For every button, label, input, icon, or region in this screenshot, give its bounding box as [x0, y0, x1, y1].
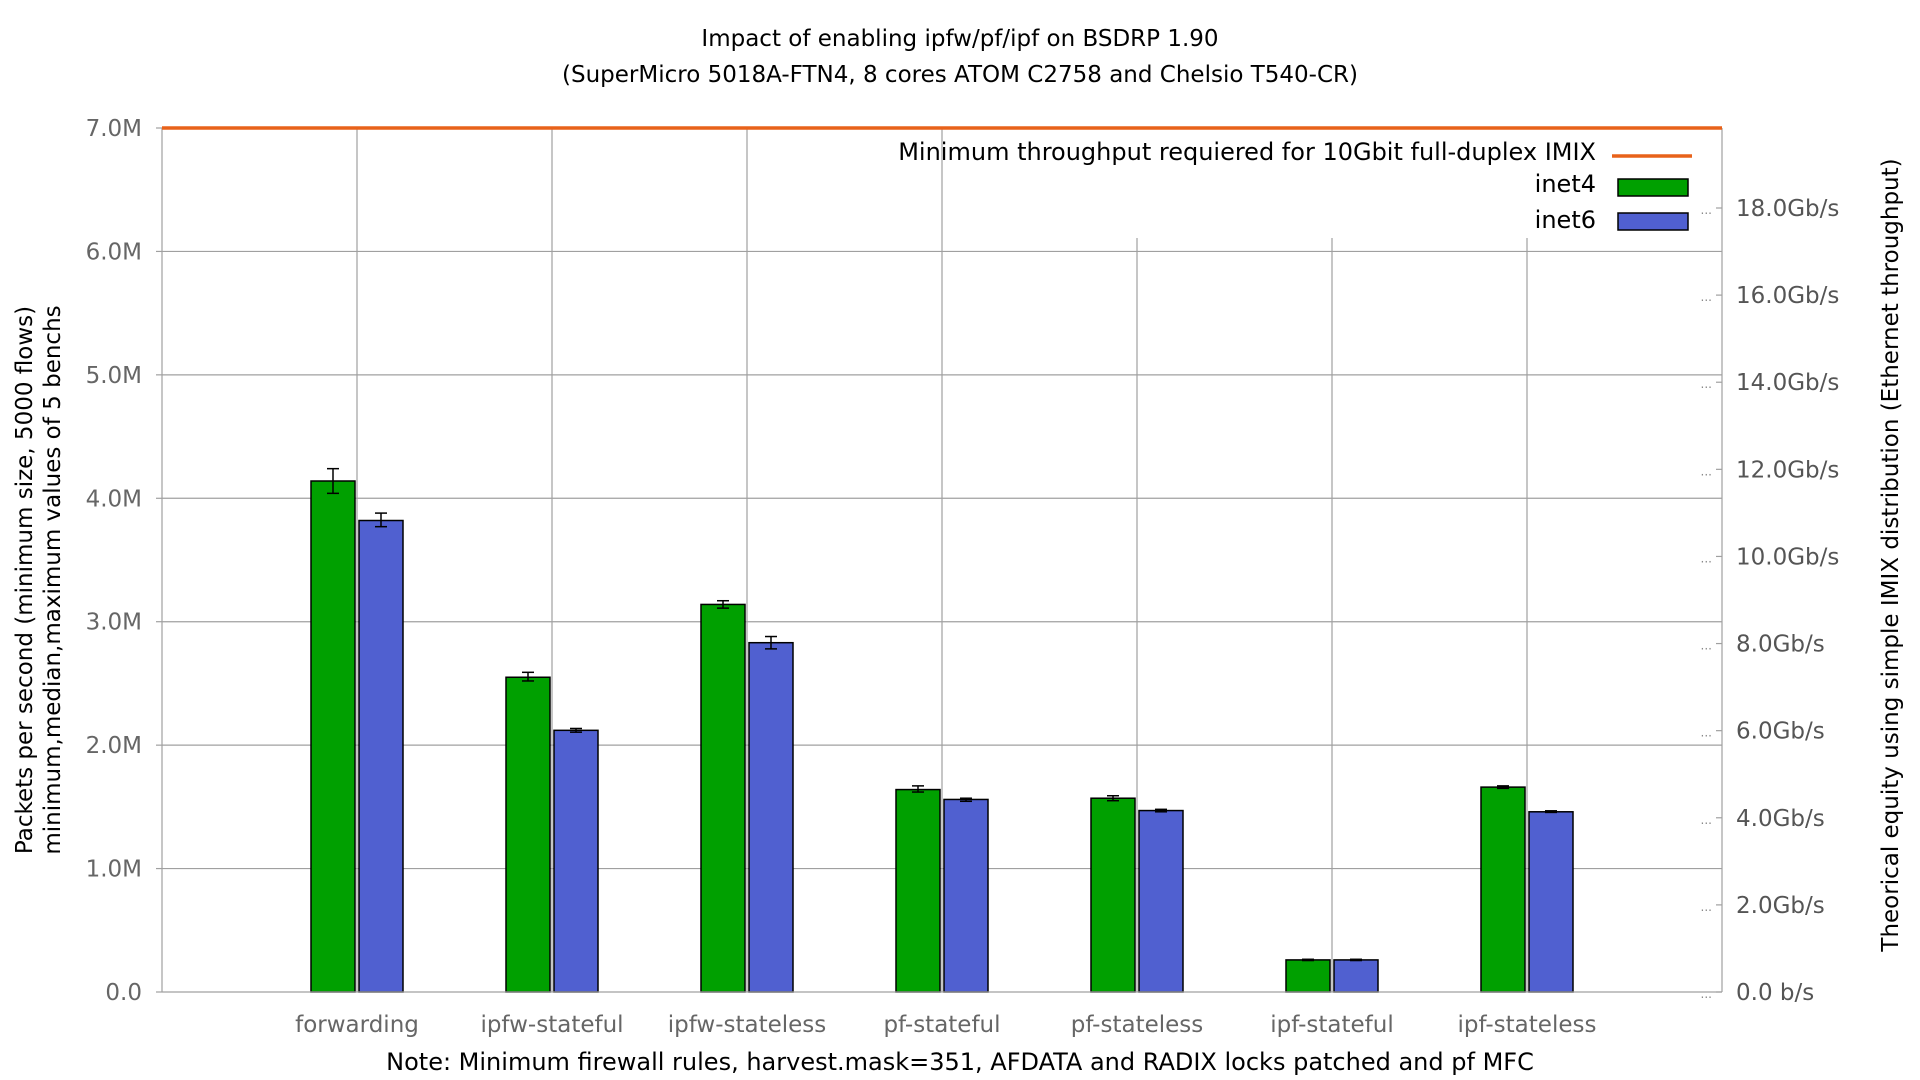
bar-inet4-forwarding: [310, 480, 356, 993]
y2-tick-label: 16.0Gb/s: [1736, 283, 1839, 309]
y2-tick-label: 10.0Gb/s: [1736, 544, 1839, 570]
y2-tick-label: 0.0 b/s: [1736, 980, 1814, 1006]
legend: [1612, 154, 1692, 231]
y2-tick-label: 4.0Gb/s: [1736, 806, 1825, 832]
legend-label-inet4: inet4: [1535, 170, 1596, 198]
y2-tick-dots: ...: [1701, 290, 1712, 304]
x-tick-label-ipfw-stateful: ipfw-stateful: [480, 1012, 623, 1038]
x-tick-label-ipf-stateful: ipf-stateful: [1270, 1012, 1393, 1038]
y2-tick-dots: ...: [1701, 377, 1712, 391]
y2-tick-dots: ...: [1701, 203, 1712, 217]
bar-inet6-ipfw-stateless: [748, 641, 794, 993]
error-bars: [327, 467, 1557, 962]
y2-tick-dots: ...: [1701, 900, 1712, 914]
y2-tick-dots: ...: [1701, 813, 1712, 827]
bar-inet6-forwarding: [358, 519, 404, 993]
bar-inet4-pf-stateful: [895, 788, 941, 993]
y2-tick-label: 2.0Gb/s: [1736, 893, 1825, 919]
y-tick-label: 5.0M: [86, 363, 142, 389]
x-tick-label-ipf-stateless: ipf-stateless: [1458, 1012, 1597, 1038]
y-tick-label: 1.0M: [86, 857, 142, 883]
legend-label-inet6: inet6: [1535, 206, 1596, 234]
chart-note: Note: Minimum firewall rules, harvest.ma…: [386, 1048, 1534, 1076]
y-tick-label: 4.0M: [86, 486, 142, 512]
bar-inet4-ipfw-stateless: [700, 603, 746, 993]
y-tick-label: 0.0: [105, 980, 142, 1006]
legend-swatch-inet6: [1617, 212, 1689, 231]
y2-tick-dots: ...: [1701, 987, 1712, 1001]
y2-tick-dots: ...: [1701, 726, 1712, 740]
chart-title: Impact of enabling ipfw/pf/ipf on BSDRP …: [701, 26, 1218, 52]
y2-tick-label: 8.0Gb/s: [1736, 632, 1825, 658]
bar-inet4-ipf-stateless: [1480, 786, 1526, 993]
bar-inet6-ipfw-stateful: [553, 729, 599, 993]
y-axis-label-line1: Packets per second (minimum size, 5000 f…: [12, 306, 38, 854]
y2-axis-label: Theorical equity using simple IMIX distr…: [1878, 158, 1904, 952]
axes: forwarding ipfw-stateful ipfw-stateless pf-…: [86, 116, 1840, 1038]
y2-tick-dots: ...: [1701, 551, 1712, 565]
y-tick-label: 6.0M: [86, 239, 142, 265]
grid-lines: [162, 128, 1722, 992]
bar-inet6-ipf-stateful: [1333, 959, 1379, 993]
legend-label-reference: Minimum throughput requiered for 10Gbit …: [898, 138, 1596, 166]
y2-tick-dots: ...: [1701, 464, 1712, 478]
y2-tick-label: 18.0Gb/s: [1736, 196, 1839, 222]
x-tick-label-ipfw-stateless: ipfw-stateless: [668, 1012, 827, 1038]
x-tick-label-forwarding: forwarding: [295, 1012, 419, 1038]
legend-swatch-inet4: [1617, 178, 1689, 197]
y-tick-label: 2.0M: [86, 733, 142, 759]
y-tick-label: 3.0M: [86, 610, 142, 636]
bar-inet4-ipf-stateful: [1285, 959, 1331, 993]
y-tick-label: 7.0M: [86, 116, 142, 142]
bar-inet4-ipfw-stateful: [505, 676, 551, 993]
y2-tick-label: 12.0Gb/s: [1736, 457, 1839, 483]
y2-tick-label: 6.0Gb/s: [1736, 719, 1825, 745]
bar-inet6-pf-stateless: [1138, 809, 1184, 993]
chart-subtitle: (SuperMicro 5018A-FTN4, 8 cores ATOM C27…: [562, 62, 1358, 88]
bar-inet4-pf-stateless: [1090, 797, 1136, 993]
y2-tick-dots: ...: [1701, 639, 1712, 653]
x-tick-label-pf-stateless: pf-stateless: [1071, 1012, 1204, 1038]
bars: [310, 480, 1574, 993]
bar-inet6-pf-stateful: [943, 798, 989, 993]
y2-tick-label: 14.0Gb/s: [1736, 370, 1839, 396]
y-axis-label-line2: minimum,median,maximum values of 5 bench…: [40, 305, 66, 854]
x-tick-label-pf-stateful: pf-stateful: [883, 1012, 1000, 1038]
bar-inet6-ipf-stateless: [1528, 811, 1574, 993]
